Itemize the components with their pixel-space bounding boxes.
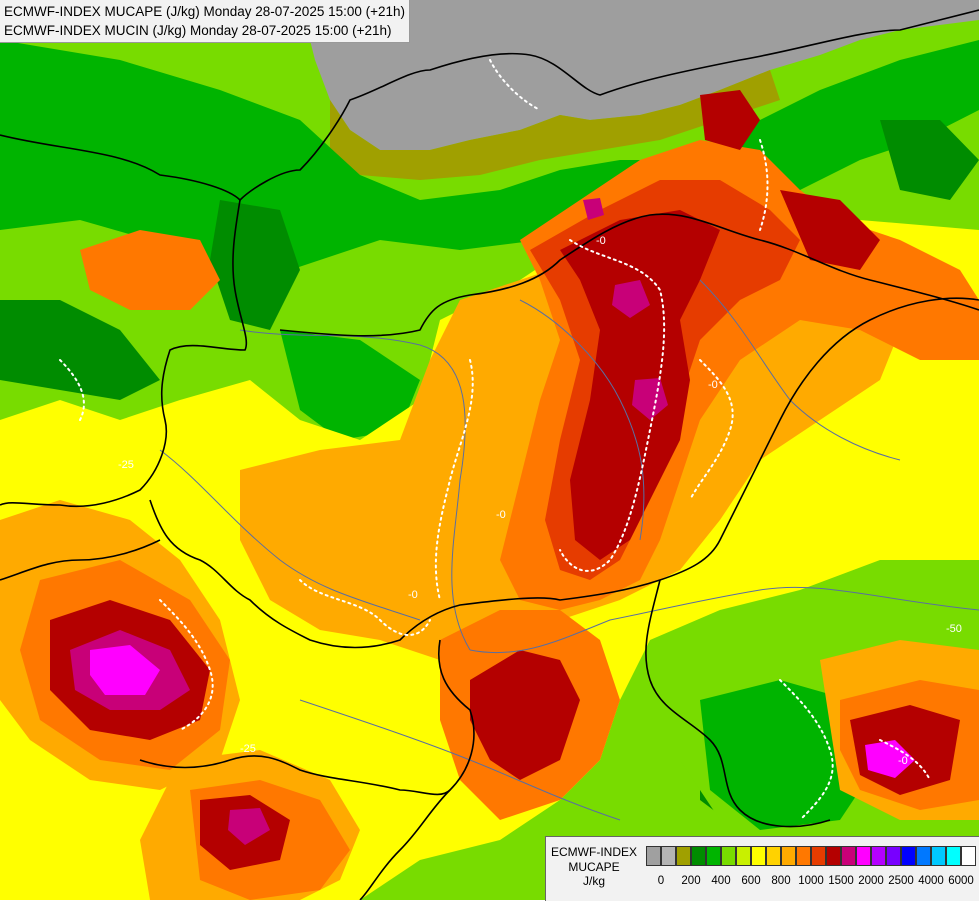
green-zone-west (280, 330, 420, 440)
magenta-spot-central-1 (612, 280, 650, 318)
legend-tick-label: 6000 (948, 875, 974, 887)
map-title-box: ECMWF-INDEX MUCAPE (J/kg) Monday 28-07-2… (0, 0, 411, 43)
olive-band (330, 70, 780, 180)
legend-swatch (826, 846, 841, 866)
cin-contour-labels: -0 -0 -0 -0 -25 -25 -50 -0 (118, 235, 962, 767)
no-data-area (300, 0, 979, 150)
contour-label: -0 (496, 509, 506, 521)
cin-contours (59, 59, 931, 821)
title-line-mucin: ECMWF-INDEX MUCIN (J/kg) Monday 28-07-20… (4, 23, 392, 38)
legend-tick-label: 0 (657, 875, 665, 887)
legend-title-line: J/kg (582, 874, 605, 888)
legend-swatch (961, 846, 976, 866)
legend-swatch (766, 846, 781, 866)
legend-tick-label: 600 (741, 875, 761, 887)
legend-tick-label: 2500 (888, 875, 914, 887)
legend-swatch (931, 846, 946, 866)
dark-red-zone-north (700, 90, 760, 150)
legend-tick-label: 2000 (858, 875, 884, 887)
legend-swatch (901, 846, 916, 866)
legend-tick-label: 400 (711, 875, 731, 887)
legend-swatch (811, 846, 826, 866)
legend-swatch (736, 846, 751, 866)
legend-tick-label: 1000 (798, 875, 824, 887)
legend-tick-label: 1500 (828, 875, 854, 887)
legend-tick-label: 200 (681, 875, 701, 887)
dark-red-zone-south (470, 650, 580, 780)
legend-tick-label: 4000 (918, 875, 944, 887)
contour-label: -0 (596, 235, 606, 247)
legend-title: ECMWF-INDEX MUCAPE J/kg (546, 845, 642, 889)
legend-swatch (706, 846, 721, 866)
country-borders (0, 9, 979, 900)
legend-swatch (646, 846, 661, 866)
magenta-spot-central-3 (583, 198, 604, 220)
legend-swatch (916, 846, 931, 866)
legend-swatch (661, 846, 676, 866)
contour-label: -50 (946, 623, 962, 635)
title-line-mucape: ECMWF-INDEX MUCAPE (J/kg) Monday 28-07-2… (4, 4, 406, 19)
magenta-spot-southwest (228, 808, 270, 845)
legend-swatch (856, 846, 871, 866)
red-orange-zone-northwest (80, 230, 220, 310)
legend-swatch (871, 846, 886, 866)
magenta-spot-east (865, 740, 915, 778)
magenta-spot-central-2 (632, 378, 668, 420)
legend-swatch (676, 846, 691, 866)
legend-swatch (796, 846, 811, 866)
dark-red-zone-northeast (780, 190, 880, 270)
legend-title-line: ECMWF-INDEX (551, 845, 637, 859)
legend-title-line: MUCAPE (568, 859, 620, 874)
contour-label: -0 (408, 589, 418, 601)
colorbar-legend: ECMWF-INDEX MUCAPE J/kg 0 200 400 600 800 100… (545, 836, 979, 901)
legend-tick-label: 800 (771, 875, 791, 887)
contour-label: -0 (708, 379, 718, 391)
contour-label: -25 (240, 743, 256, 755)
legend-swatch (781, 846, 796, 866)
legend-swatch (721, 846, 736, 866)
contour-label: -25 (118, 459, 134, 471)
dark-green-patches (0, 120, 979, 830)
legend-swatch (691, 846, 706, 866)
contour-label: -0 (898, 755, 908, 767)
legend-swatch (841, 846, 856, 866)
bright-magenta-spot-west (90, 645, 160, 695)
legend-swatch (751, 846, 766, 866)
legend-swatch (946, 846, 961, 866)
legend-swatch (886, 846, 901, 866)
